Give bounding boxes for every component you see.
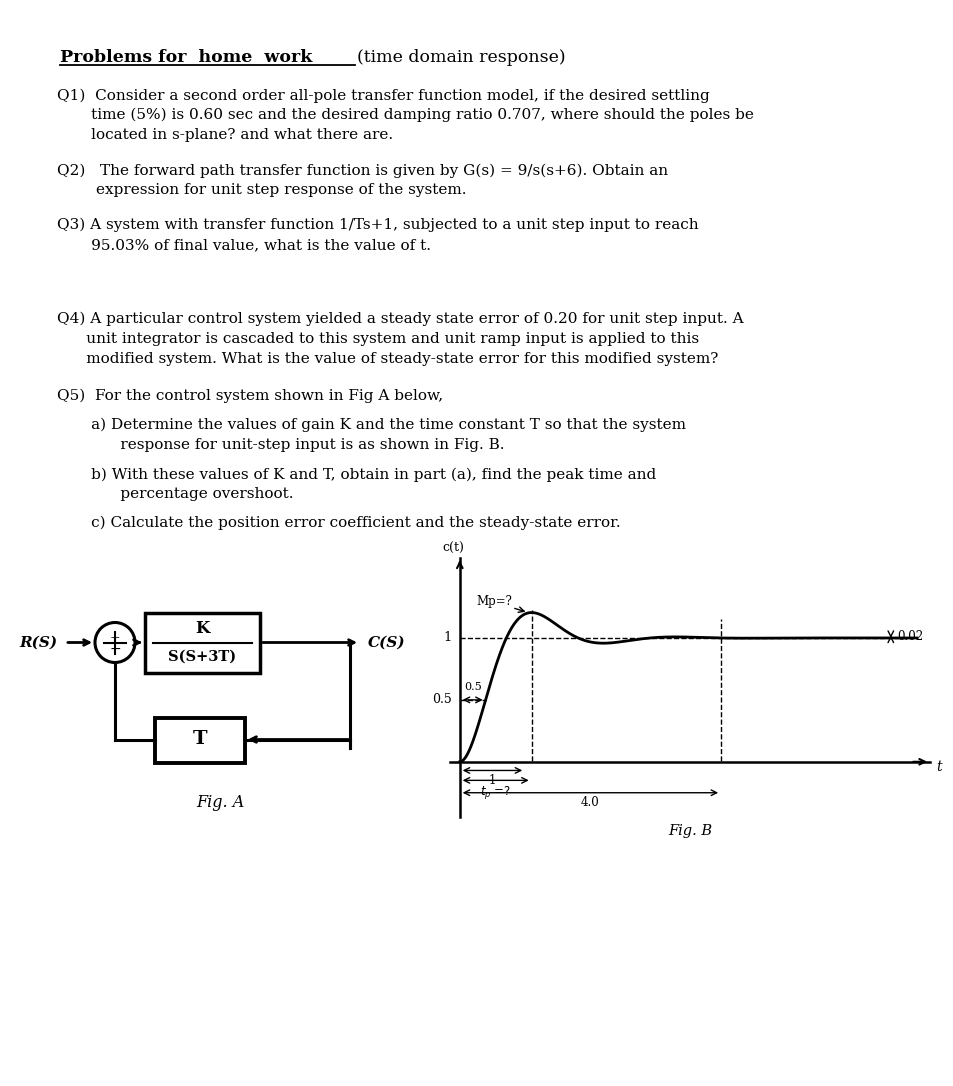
Text: 0.5: 0.5 [463, 682, 481, 693]
Text: 1: 1 [443, 631, 452, 644]
Text: Fig. B: Fig. B [667, 823, 711, 837]
Text: unit integrator is cascaded to this system and unit ramp input is applied to thi: unit integrator is cascaded to this syst… [57, 332, 699, 346]
Text: C(S): C(S) [368, 635, 405, 649]
Text: 4.0: 4.0 [580, 796, 599, 809]
Text: +: + [110, 632, 120, 645]
Text: t: t [936, 760, 942, 773]
Text: R(S): R(S) [19, 635, 57, 649]
Text: Q4) A particular control system yielded a steady state error of 0.20 for unit st: Q4) A particular control system yielded … [57, 312, 742, 327]
Text: Fig. A: Fig. A [195, 794, 244, 811]
Text: Mp=?: Mp=? [476, 595, 512, 608]
Text: a) Determine the values of gain K and the time constant T so that the system: a) Determine the values of gain K and th… [57, 418, 685, 432]
Text: b) With these values of K and T, obtain in part (a), find the peak time and: b) With these values of K and T, obtain … [57, 467, 656, 481]
Text: S(S+3T): S(S+3T) [168, 649, 235, 664]
Text: c) Calculate the position error coefficient and the steady-state error.: c) Calculate the position error coeffici… [57, 516, 620, 530]
Text: K: K [194, 620, 209, 637]
Text: Q1)  Consider a second order all-pole transfer function model, if the desired se: Q1) Consider a second order all-pole tra… [57, 89, 709, 103]
Text: expression for unit step response of the system.: expression for unit step response of the… [57, 184, 466, 197]
Text: 1: 1 [488, 774, 496, 787]
Text: 0.02: 0.02 [897, 630, 923, 643]
Text: percentage overshoot.: percentage overshoot. [57, 487, 294, 501]
Text: response for unit-step input is as shown in Fig. B.: response for unit-step input is as shown… [57, 438, 504, 452]
Text: 95.03% of final value, what is the value of t.: 95.03% of final value, what is the value… [57, 238, 431, 252]
Text: c(t): c(t) [442, 542, 464, 555]
Text: −: − [109, 642, 121, 656]
Text: time (5%) is 0.60 sec and the desired damping ratio 0.707, where should the pole: time (5%) is 0.60 sec and the desired da… [57, 109, 753, 123]
Text: located in s-plane? and what there are.: located in s-plane? and what there are. [57, 128, 393, 142]
Text: Problems for  home  work: Problems for home work [60, 49, 312, 66]
Text: Q5)  For the control system shown in Fig A below,: Q5) For the control system shown in Fig … [57, 389, 442, 403]
Text: 0.5: 0.5 [432, 693, 452, 706]
Text: (time domain response): (time domain response) [356, 49, 565, 66]
Text: Q3) A system with transfer function 1/Ts+1, subjected to a unit step input to re: Q3) A system with transfer function 1/Ts… [57, 218, 698, 232]
Text: $\mathit{t_p}$ =?: $\mathit{t_p}$ =? [479, 784, 511, 801]
Text: T: T [193, 731, 207, 748]
Text: Q2)   The forward path transfer function is given by G(s) = 9/s(s+6). Obtain an: Q2) The forward path transfer function i… [57, 163, 667, 177]
Bar [145, 613, 260, 672]
Bar [154, 718, 245, 762]
Text: modified system. What is the value of steady-state error for this modified syste: modified system. What is the value of st… [57, 352, 718, 366]
